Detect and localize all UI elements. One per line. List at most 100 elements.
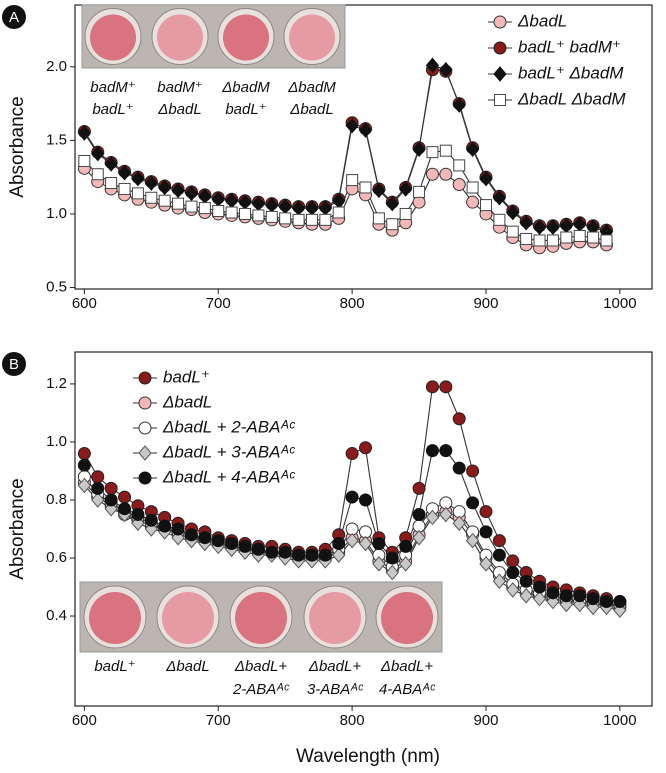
well: [90, 14, 136, 61]
x-tick-label: 1000: [603, 712, 636, 729]
marker: [506, 554, 520, 568]
well: [381, 592, 433, 644]
legend-label: ΔbadL + 4-ABAᴬᶜ: [162, 467, 296, 486]
legend-marker: [493, 41, 507, 55]
photo-label: ΔbadL+: [380, 658, 433, 675]
legend-marker: [138, 445, 152, 461]
marker: [479, 505, 493, 519]
marker: [198, 531, 212, 545]
marker: [573, 589, 587, 603]
marker: [212, 205, 225, 218]
legend-label: ΔbadL: [517, 11, 567, 30]
legend-label: ΔbadL: [162, 392, 212, 411]
marker: [91, 481, 105, 495]
marker: [493, 213, 506, 226]
marker: [238, 539, 252, 553]
x-tick-label: 1000: [603, 295, 636, 312]
marker: [439, 444, 453, 458]
well: [89, 592, 141, 644]
legend-label: ΔbadL + 2-ABAᴬᶜ: [162, 417, 296, 436]
marker: [145, 191, 158, 204]
marker: [492, 534, 506, 548]
marker: [519, 574, 533, 588]
legend-label: ΔbadL ΔbadM: [517, 89, 626, 108]
marker: [372, 556, 386, 572]
marker: [144, 513, 158, 527]
marker: [211, 534, 225, 548]
marker: [305, 213, 318, 226]
legend-marker: [138, 421, 152, 435]
marker: [532, 219, 547, 235]
marker: [118, 182, 131, 195]
marker: [452, 97, 466, 113]
x-tick-label: 700: [206, 712, 231, 729]
photo-label: badL⁺: [92, 101, 133, 118]
marker: [118, 490, 132, 504]
marker: [77, 458, 91, 472]
marker: [573, 230, 586, 243]
photo-label: badL⁺: [94, 658, 135, 675]
marker: [305, 548, 319, 562]
marker: [412, 507, 426, 521]
panel-badge: [2, 352, 26, 376]
series-line: [83, 167, 607, 249]
marker: [439, 167, 453, 181]
marker: [426, 146, 439, 159]
marker: [587, 231, 600, 244]
marker: [439, 144, 452, 157]
marker: [144, 175, 158, 191]
marker: [358, 122, 373, 138]
marker: [91, 470, 105, 484]
plot-frame: [74, 4, 653, 290]
marker: [332, 206, 345, 219]
y-tick-label: 0.5: [46, 278, 67, 295]
series-line: [83, 150, 607, 241]
marker: [372, 537, 386, 551]
marker: [399, 207, 412, 220]
marker: [479, 170, 493, 187]
x-tick-label: 600: [72, 712, 97, 729]
marker: [292, 213, 305, 226]
marker: [225, 537, 239, 551]
marker: [479, 525, 493, 539]
panel-label: A: [9, 9, 19, 26]
marker: [318, 548, 332, 562]
legend-marker: [138, 396, 152, 410]
photo-label: ΔbadL+: [234, 658, 287, 675]
marker: [265, 210, 278, 223]
marker: [171, 182, 185, 199]
marker: [278, 545, 292, 559]
marker: [77, 125, 92, 141]
legend-marker: [493, 15, 507, 29]
photo-label: 4-ABAᴬᶜ: [379, 681, 436, 698]
marker: [319, 213, 332, 226]
marker: [345, 117, 359, 134]
marker: [492, 548, 506, 562]
marker: [546, 219, 560, 235]
marker: [425, 444, 439, 458]
photo-label: 3-ABAᴬᶜ: [307, 681, 364, 698]
marker: [492, 573, 507, 589]
marker: [131, 170, 145, 187]
marker: [452, 515, 466, 531]
legend-label: badL⁺ ΔbadM: [518, 63, 624, 82]
panel-badge: [2, 5, 26, 29]
marker: [279, 212, 292, 225]
x-tick-label: 600: [72, 295, 97, 312]
marker: [105, 177, 118, 190]
marker: [425, 57, 440, 74]
marker: [586, 592, 600, 606]
marker: [77, 447, 91, 461]
x-tick-label: 900: [473, 295, 498, 312]
marker: [158, 519, 172, 533]
marker: [359, 441, 373, 455]
well: [157, 14, 203, 61]
photo-label: ΔbadM: [287, 79, 336, 96]
marker: [104, 481, 118, 495]
legend-label: badL⁺ badM⁺: [518, 37, 621, 56]
marker: [425, 380, 439, 394]
marker: [560, 231, 573, 244]
marker: [251, 542, 265, 556]
marker: [131, 187, 144, 200]
